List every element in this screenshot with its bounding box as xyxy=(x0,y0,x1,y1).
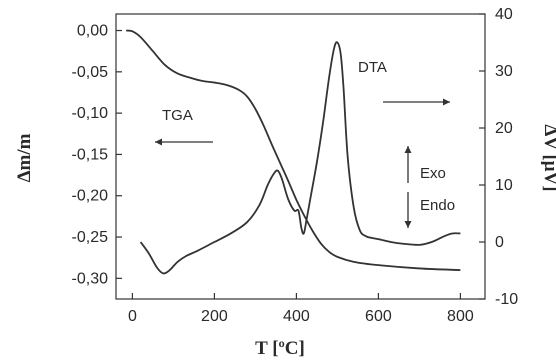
dta-series-line xyxy=(139,41,461,275)
left-y-tick-label: -0,25 xyxy=(72,229,109,246)
left-y-tick-label: -0,10 xyxy=(72,105,109,122)
right-y-axis-title: ΔV [μV] xyxy=(540,124,556,191)
right-y-tick-label: 10 xyxy=(495,177,513,194)
left-y-tick-label: 0,00 xyxy=(77,23,108,40)
right-y-tick-label: 40 xyxy=(495,6,513,23)
dta-annotation-label: DTA xyxy=(358,59,387,76)
annotations xyxy=(155,98,450,228)
dta-arrow-right xyxy=(383,98,450,106)
endo-arrow-down-head xyxy=(404,221,412,228)
right-y-tick-label: 30 xyxy=(495,63,513,80)
right-y-tick-label: 20 xyxy=(495,120,513,137)
endo-arrow-down xyxy=(404,192,412,228)
plot-frame xyxy=(115,13,486,300)
tga-arrow-left-head xyxy=(155,138,162,146)
left-y-tick-label: -0,30 xyxy=(72,270,109,287)
x-tick-label: 200 xyxy=(201,308,228,325)
x-tick-label: 800 xyxy=(447,308,474,325)
left-y-tick-label: -0,20 xyxy=(72,188,109,205)
left-y-tick-label: -0,05 xyxy=(72,64,109,81)
x-tick-label: 0 xyxy=(128,308,137,325)
x-tick-label: 600 xyxy=(365,308,392,325)
left-y-axis-ticks: 0,00 -0,05 -0,10 -0,15 -0,20 -0,25 -0,30 xyxy=(72,23,122,287)
exo-arrow-up xyxy=(404,146,412,183)
right-y-tick-label: 0 xyxy=(495,234,504,251)
series-layer xyxy=(126,29,461,275)
right-y-tick-label: -10 xyxy=(495,291,518,308)
left-y-axis-title: Δm/m xyxy=(14,133,35,182)
tga-series-line xyxy=(126,29,461,271)
tga-annotation-label: TGA xyxy=(162,107,193,124)
left-y-tick-label: -0,15 xyxy=(72,146,109,163)
exo-arrow-up-head xyxy=(404,146,412,153)
x-axis-ticks: 0 200 400 600 800 xyxy=(128,293,474,325)
tga-arrow-left xyxy=(155,138,213,146)
endo-annotation-label: Endo xyxy=(420,197,455,214)
dta-arrow-right-head xyxy=(443,98,450,106)
exo-annotation-label: Exo xyxy=(420,165,446,182)
x-tick-label: 400 xyxy=(283,308,310,325)
plot-border xyxy=(115,13,486,300)
x-axis-title: T [ºC] xyxy=(255,338,305,359)
right-y-axis-ticks: -10 0 10 20 30 40 xyxy=(479,6,518,308)
